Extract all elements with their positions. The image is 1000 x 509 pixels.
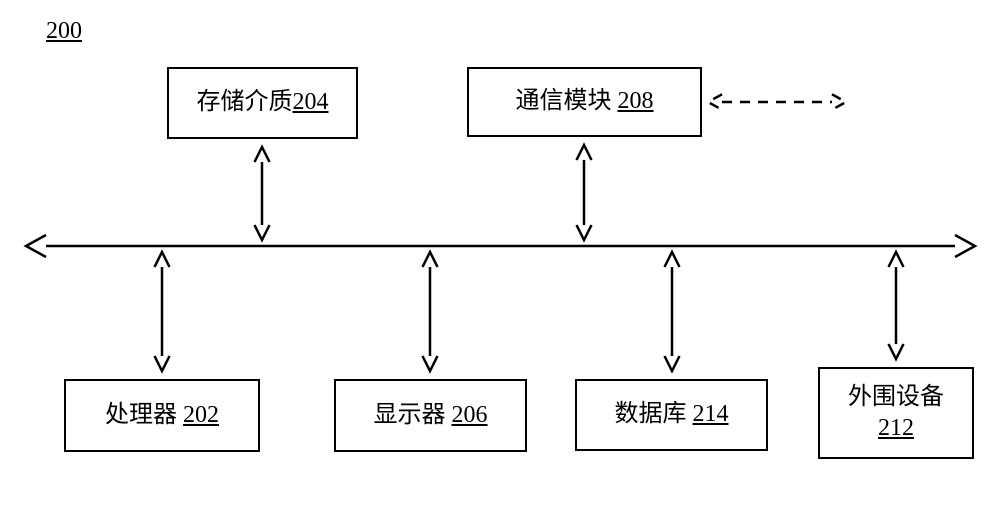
figure-number: 200 bbox=[46, 18, 82, 45]
box-communication-module: 通信模块 208 bbox=[467, 67, 702, 137]
label-text: 存储介质 bbox=[197, 89, 293, 115]
label-ref: 204 bbox=[293, 89, 329, 115]
box-processor-label: 处理器 202 bbox=[105, 400, 219, 431]
label-text: 外围设备 bbox=[848, 384, 944, 410]
label-ref: 202 bbox=[183, 402, 219, 428]
label-text: 处理器 bbox=[105, 402, 183, 428]
box-database-label: 数据库 214 bbox=[615, 399, 729, 430]
label-text: 通信模块 bbox=[516, 88, 618, 114]
diagram-canvas: 200 存储介质204 通信模块 208 处理器 202 显示器 206 数据库… bbox=[0, 0, 1000, 509]
label-ref: 212 bbox=[878, 415, 914, 441]
label-text: 显示器 bbox=[374, 402, 452, 428]
box-display-label: 显示器 206 bbox=[374, 400, 488, 431]
label-ref: 214 bbox=[693, 401, 729, 427]
label-text: 数据库 bbox=[615, 401, 693, 427]
box-peripheral-label: 外围设备 212 bbox=[848, 382, 944, 444]
box-processor: 处理器 202 bbox=[64, 379, 260, 452]
box-storage-label: 存储介质204 bbox=[197, 87, 329, 118]
box-peripheral-device: 外围设备 212 bbox=[818, 367, 974, 459]
box-display: 显示器 206 bbox=[334, 379, 527, 452]
label-ref: 206 bbox=[452, 402, 488, 428]
box-database: 数据库 214 bbox=[575, 379, 768, 451]
label-ref: 208 bbox=[618, 88, 654, 114]
box-comm-label: 通信模块 208 bbox=[516, 86, 654, 117]
box-storage-medium: 存储介质204 bbox=[167, 67, 358, 139]
